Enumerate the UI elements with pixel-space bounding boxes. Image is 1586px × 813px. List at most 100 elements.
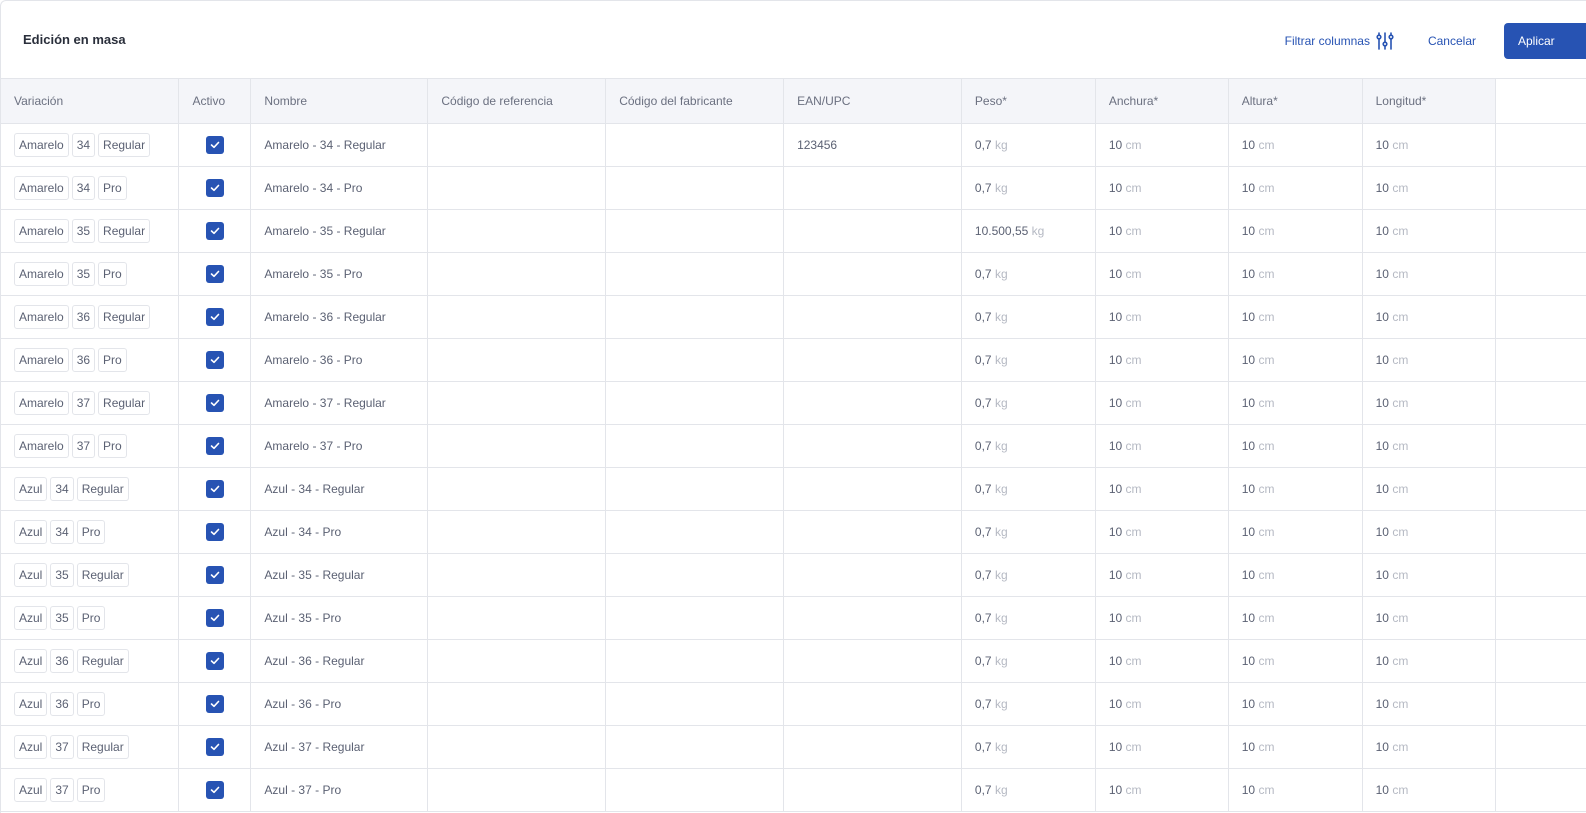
reference-code-cell[interactable] <box>427 123 607 167</box>
active-checkbox[interactable] <box>205 737 224 756</box>
weight-cell[interactable]: 0,7 kg <box>961 768 1096 812</box>
active-checkbox[interactable] <box>205 135 224 154</box>
width-cell[interactable]: 10 cm <box>1095 123 1229 167</box>
length-cell[interactable]: 10 cm <box>1362 596 1496 640</box>
width-cell[interactable]: 10 cm <box>1095 209 1229 253</box>
manufacturer-code-cell[interactable] <box>605 209 785 253</box>
weight-cell[interactable]: 0,7 kg <box>961 252 1096 296</box>
ean-upc-cell[interactable] <box>783 768 962 812</box>
name-cell[interactable]: Amarelo - 34 - Regular <box>250 123 429 167</box>
height-cell[interactable]: 10 cm <box>1228 123 1363 167</box>
length-cell[interactable]: 10 cm <box>1362 381 1496 425</box>
ean-upc-cell[interactable] <box>783 510 962 554</box>
manufacturer-code-cell[interactable] <box>605 725 785 769</box>
name-cell[interactable]: Amarelo - 35 - Pro <box>250 252 429 296</box>
manufacturer-code-cell[interactable] <box>605 467 785 511</box>
reference-code-cell[interactable] <box>427 295 607 339</box>
active-checkbox[interactable] <box>205 479 224 498</box>
manufacturer-code-cell[interactable] <box>605 768 785 812</box>
active-checkbox[interactable] <box>205 307 224 326</box>
ean-upc-cell[interactable] <box>783 725 962 769</box>
height-cell[interactable]: 10 cm <box>1228 639 1363 683</box>
height-cell[interactable]: 10 cm <box>1228 596 1363 640</box>
width-cell[interactable]: 10 cm <box>1095 295 1229 339</box>
ean-upc-cell[interactable] <box>783 682 962 726</box>
width-cell[interactable]: 10 cm <box>1095 725 1229 769</box>
name-cell[interactable]: Azul - 36 - Regular <box>250 639 429 683</box>
length-cell[interactable]: 10 cm <box>1362 639 1496 683</box>
manufacturer-code-cell[interactable] <box>605 123 785 167</box>
manufacturer-code-cell[interactable] <box>605 166 785 210</box>
manufacturer-code-cell[interactable] <box>605 682 785 726</box>
ean-upc-cell[interactable]: 123456 <box>783 123 962 167</box>
active-checkbox[interactable] <box>205 694 224 713</box>
weight-cell[interactable]: 0,7 kg <box>961 166 1096 210</box>
reference-code-cell[interactable] <box>427 424 607 468</box>
active-checkbox[interactable] <box>205 264 224 283</box>
name-cell[interactable]: Azul - 37 - Regular <box>250 725 429 769</box>
name-cell[interactable]: Amarelo - 37 - Regular <box>250 381 429 425</box>
length-cell[interactable]: 10 cm <box>1362 682 1496 726</box>
width-cell[interactable]: 10 cm <box>1095 424 1229 468</box>
name-cell[interactable]: Azul - 35 - Regular <box>250 553 429 597</box>
manufacturer-code-cell[interactable] <box>605 295 785 339</box>
manufacturer-code-cell[interactable] <box>605 381 785 425</box>
ean-upc-cell[interactable] <box>783 596 962 640</box>
weight-cell[interactable]: 0,7 kg <box>961 596 1096 640</box>
reference-code-cell[interactable] <box>427 510 607 554</box>
active-checkbox[interactable] <box>205 780 224 799</box>
name-cell[interactable]: Amarelo - 35 - Regular <box>250 209 429 253</box>
height-cell[interactable]: 10 cm <box>1228 510 1363 554</box>
manufacturer-code-cell[interactable] <box>605 424 785 468</box>
active-checkbox[interactable] <box>205 221 224 240</box>
active-checkbox[interactable] <box>205 350 224 369</box>
height-cell[interactable]: 10 cm <box>1228 467 1363 511</box>
reference-code-cell[interactable] <box>427 166 607 210</box>
width-cell[interactable]: 10 cm <box>1095 467 1229 511</box>
weight-cell[interactable]: 0,7 kg <box>961 381 1096 425</box>
height-cell[interactable]: 10 cm <box>1228 424 1363 468</box>
length-cell[interactable]: 10 cm <box>1362 252 1496 296</box>
active-checkbox[interactable] <box>205 393 224 412</box>
width-cell[interactable]: 10 cm <box>1095 381 1229 425</box>
weight-cell[interactable]: 0,7 kg <box>961 725 1096 769</box>
manufacturer-code-cell[interactable] <box>605 596 785 640</box>
width-cell[interactable]: 10 cm <box>1095 510 1229 554</box>
ean-upc-cell[interactable] <box>783 166 962 210</box>
height-cell[interactable]: 10 cm <box>1228 381 1363 425</box>
reference-code-cell[interactable] <box>427 596 607 640</box>
width-cell[interactable]: 10 cm <box>1095 596 1229 640</box>
weight-cell[interactable]: 0,7 kg <box>961 639 1096 683</box>
ean-upc-cell[interactable] <box>783 467 962 511</box>
ean-upc-cell[interactable] <box>783 553 962 597</box>
apply-button[interactable]: Aplicar <box>1504 23 1586 59</box>
manufacturer-code-cell[interactable] <box>605 510 785 554</box>
ean-upc-cell[interactable] <box>783 338 962 382</box>
reference-code-cell[interactable] <box>427 252 607 296</box>
name-cell[interactable]: Azul - 34 - Pro <box>250 510 429 554</box>
height-cell[interactable]: 10 cm <box>1228 768 1363 812</box>
weight-cell[interactable]: 0,7 kg <box>961 295 1096 339</box>
reference-code-cell[interactable] <box>427 682 607 726</box>
height-cell[interactable]: 10 cm <box>1228 295 1363 339</box>
length-cell[interactable]: 10 cm <box>1362 553 1496 597</box>
manufacturer-code-cell[interactable] <box>605 338 785 382</box>
length-cell[interactable]: 10 cm <box>1362 768 1496 812</box>
name-cell[interactable]: Azul - 36 - Pro <box>250 682 429 726</box>
width-cell[interactable]: 10 cm <box>1095 768 1229 812</box>
name-cell[interactable]: Azul - 35 - Pro <box>250 596 429 640</box>
reference-code-cell[interactable] <box>427 768 607 812</box>
reference-code-cell[interactable] <box>427 381 607 425</box>
height-cell[interactable]: 10 cm <box>1228 682 1363 726</box>
length-cell[interactable]: 10 cm <box>1362 209 1496 253</box>
height-cell[interactable]: 10 cm <box>1228 252 1363 296</box>
ean-upc-cell[interactable] <box>783 252 962 296</box>
length-cell[interactable]: 10 cm <box>1362 123 1496 167</box>
ean-upc-cell[interactable] <box>783 639 962 683</box>
length-cell[interactable]: 10 cm <box>1362 166 1496 210</box>
name-cell[interactable]: Amarelo - 36 - Pro <box>250 338 429 382</box>
length-cell[interactable]: 10 cm <box>1362 510 1496 554</box>
length-cell[interactable]: 10 cm <box>1362 467 1496 511</box>
width-cell[interactable]: 10 cm <box>1095 166 1229 210</box>
width-cell[interactable]: 10 cm <box>1095 338 1229 382</box>
